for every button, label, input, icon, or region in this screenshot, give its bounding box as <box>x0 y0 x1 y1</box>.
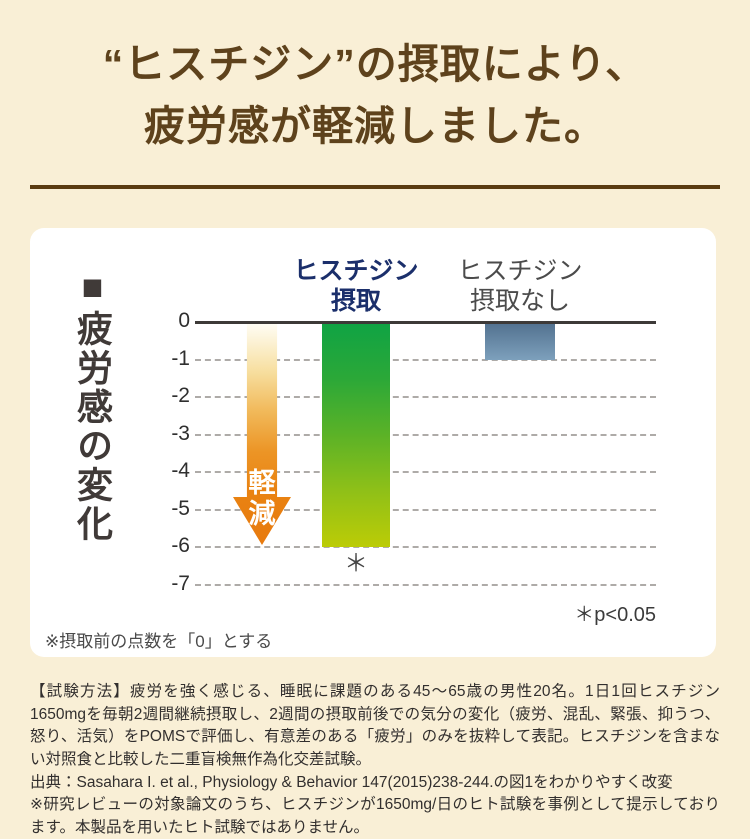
page-title-line1: “ヒスチジン”の摂取により、 <box>102 41 648 87</box>
y-tick-5: -5 <box>171 496 190 520</box>
title-divider <box>30 185 720 189</box>
control-label-line2: 摂取なし <box>469 287 570 315</box>
gridline-minus6 <box>195 546 656 548</box>
baseline-note: ※摂取前の点数を「0」とする <box>45 632 273 651</box>
y-tick-7: -7 <box>171 571 190 595</box>
y-tick-0: 0 <box>178 309 190 332</box>
control-bar <box>485 322 555 360</box>
study-method-text: 【試験方法】疲労を強く感じる、睡眠に課題のある45〜65歳の男性20名。1日1回… <box>30 683 720 768</box>
gridline-minus2 <box>195 396 656 398</box>
control-column-label: ヒスチジン 摂取なし <box>430 256 610 316</box>
zero-baseline <box>195 320 656 324</box>
p-value-note: ＊p<0.05 <box>574 604 656 626</box>
y-tick-1: -1 <box>171 346 190 370</box>
gridline-minus7 <box>195 583 656 586</box>
gridline-minus4 <box>195 471 656 473</box>
chart-axis-title: ■疲労感の変化 <box>72 266 113 544</box>
page-title: “ヒスチジン”の摂取により、 疲労感が軽減しました。 <box>0 34 750 157</box>
gridline-minus5 <box>195 508 656 511</box>
control-label-line1: ヒスチジン <box>457 257 583 285</box>
significance-asterisk: ＊ <box>344 550 368 577</box>
y-tick-3: -3 <box>171 421 190 445</box>
gridline-minus3 <box>195 433 656 436</box>
y-tick-6: -6 <box>171 534 190 557</box>
source-citation-text: 出典：Sasahara I. et al., Physiology & Beha… <box>30 773 673 791</box>
fatigue-chart-panel: ■疲労感の変化 ヒスチジン 摂取 ヒスチジン 摂取なし 0 -1 -2 -3 -… <box>30 228 716 657</box>
reduction-char-2: 減 <box>248 499 276 529</box>
treatment-label-line1: ヒスチジン <box>293 257 419 285</box>
footnote-block: 【試験方法】疲労を強く感じる、睡眠に課題のある45〜65歳の男性20名。1日1回… <box>30 681 720 839</box>
reduction-arrow-label: 軽 減 <box>233 468 291 530</box>
reduction-char-1: 軽 <box>248 468 276 498</box>
disclaimer-text: ※研究レビューの対象論文のうち、ヒスチジンが1650mg/日のヒト試験を事例とし… <box>30 796 720 836</box>
y-tick-4: -4 <box>171 459 190 482</box>
treatment-bar <box>322 322 390 547</box>
gridline-minus1 <box>195 358 656 361</box>
y-tick-2: -2 <box>171 384 190 407</box>
treatment-column-label: ヒスチジン 摂取 <box>266 256 446 316</box>
treatment-label-line2: 摂取 <box>330 287 381 315</box>
page-title-line2: 疲労感が軽減しました。 <box>144 102 606 149</box>
